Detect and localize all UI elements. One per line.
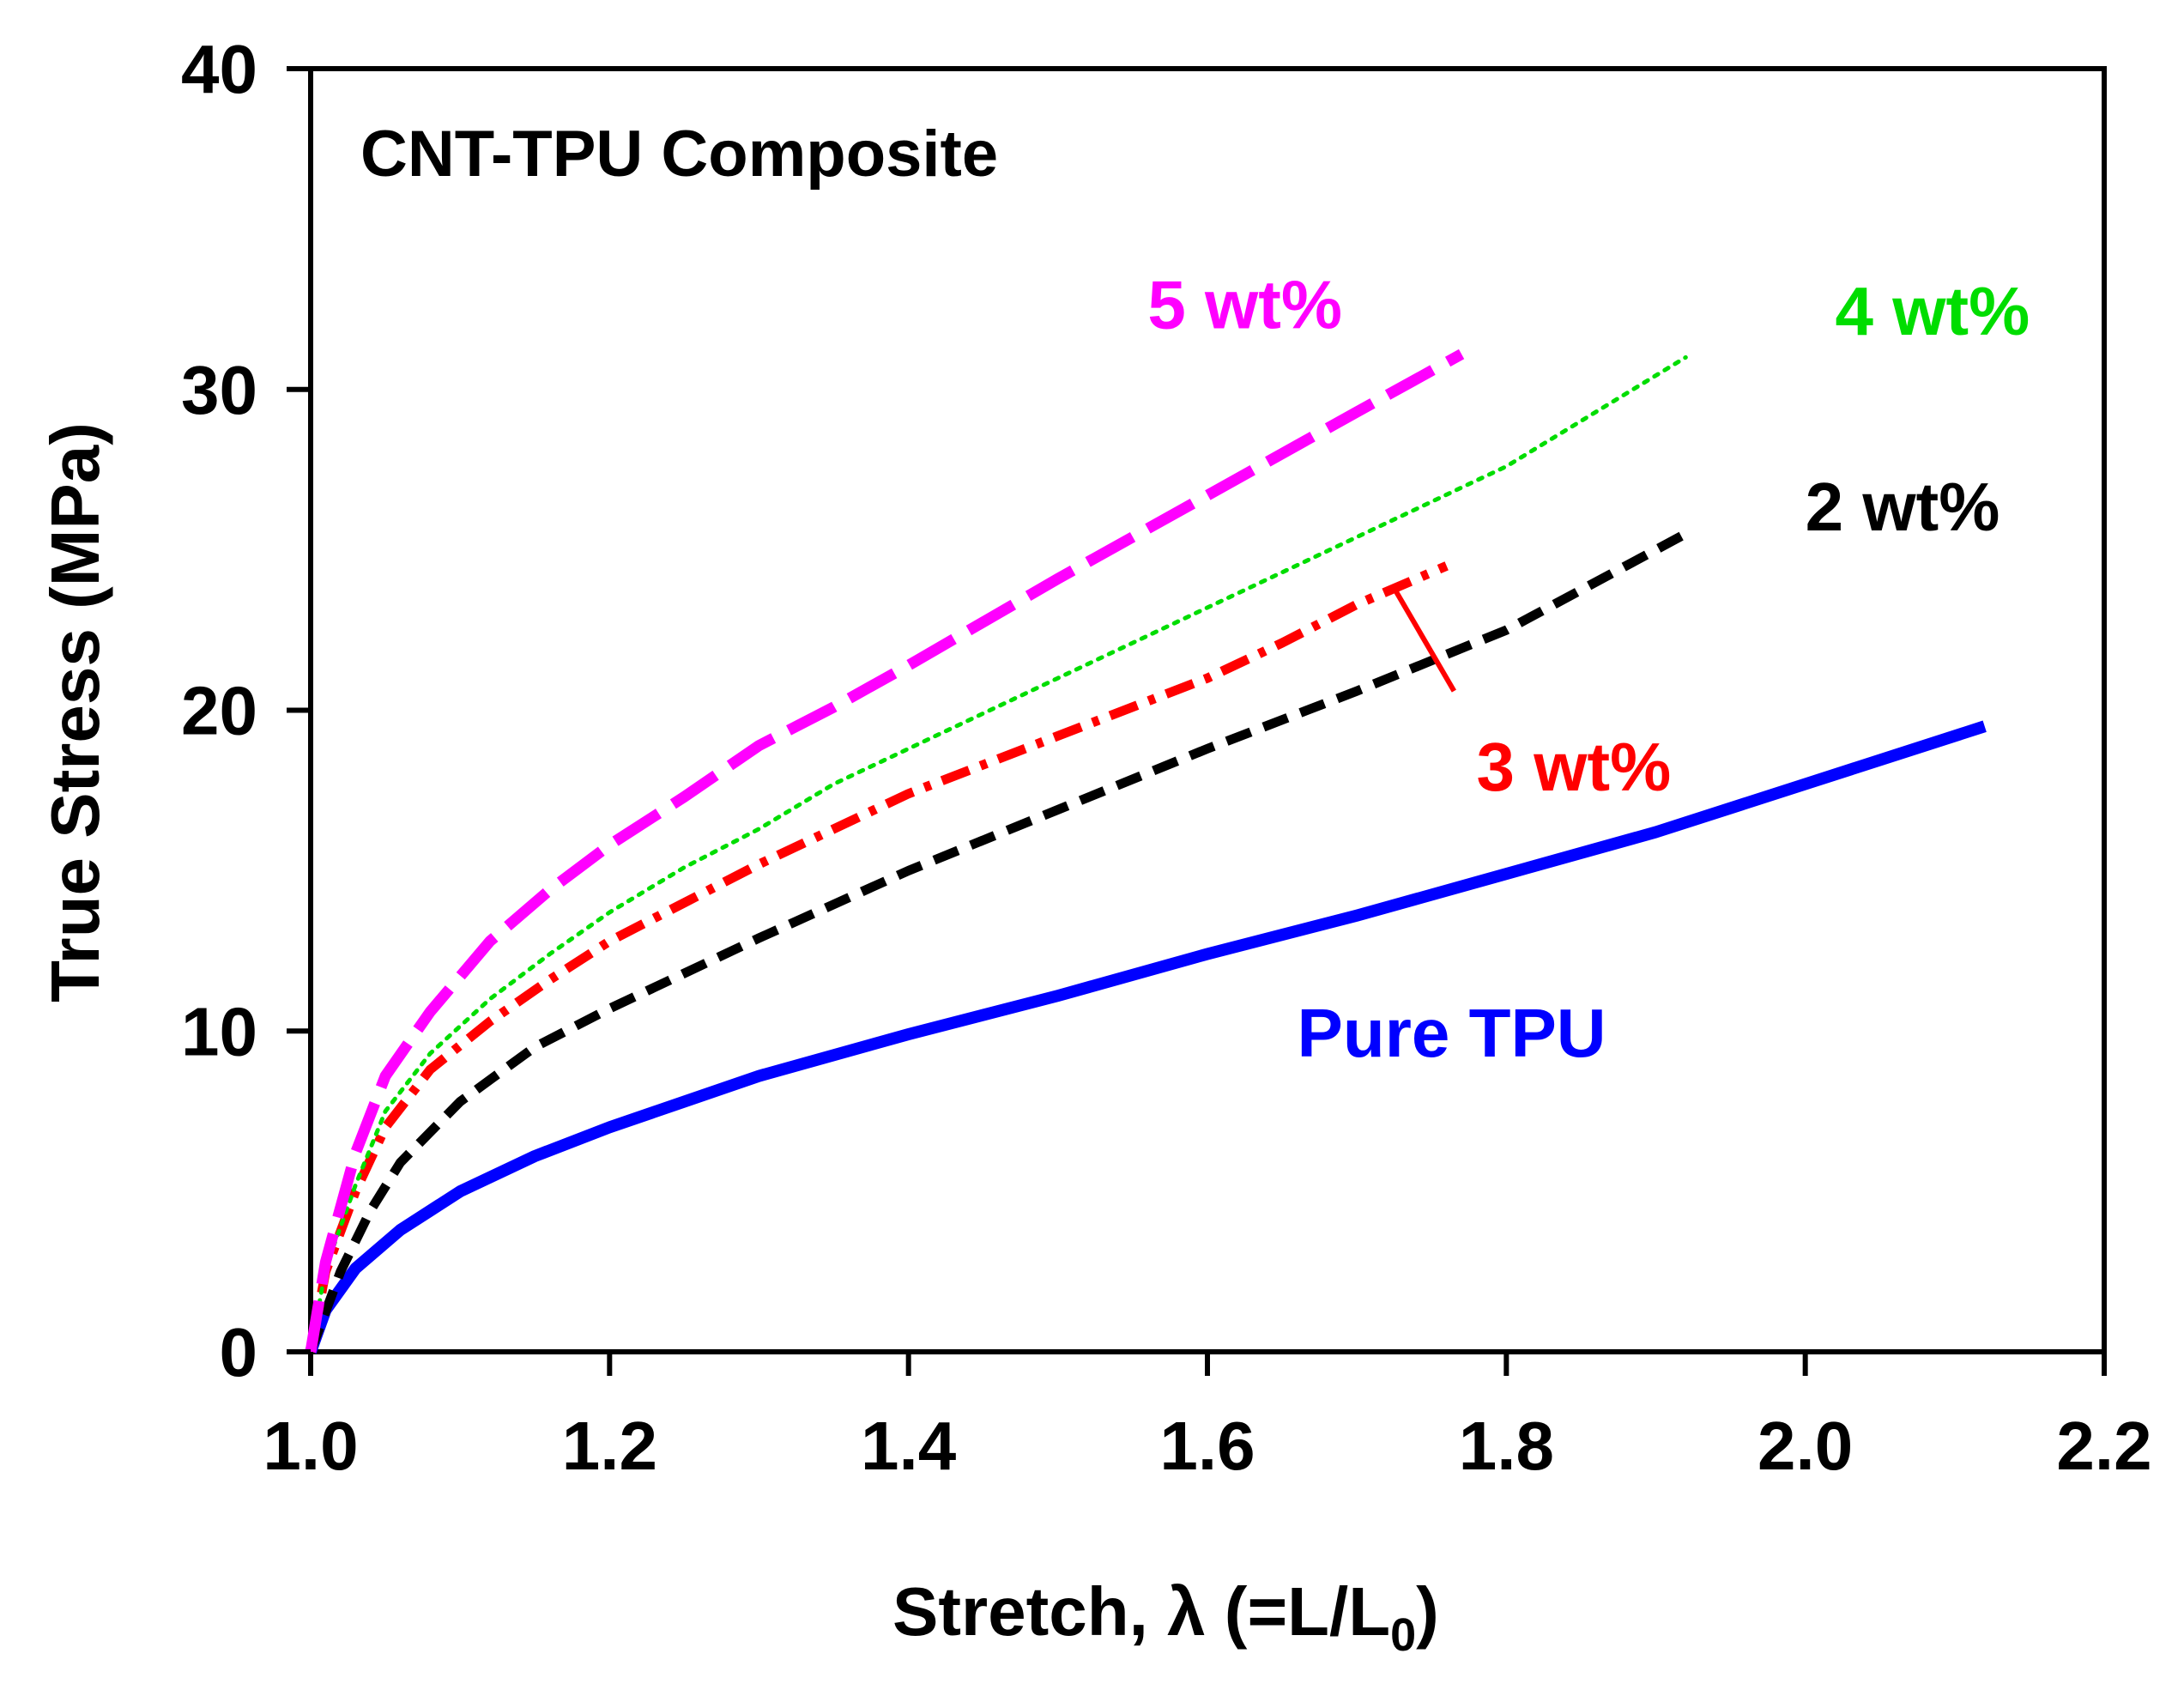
x-axis-label: Stretch, λ (=L/L0) [892,1573,1439,1661]
series-label-4-wt: 4 wt% [1836,273,2030,349]
series-label-5-wt: 5 wt% [1147,267,1342,343]
x-tick-label: 1.0 [263,1408,358,1484]
pointer-line-3-wt [1392,586,1456,693]
series-labels: Pure TPU 2 wt% 3 wt% 4 wt% 5 wt% [1147,267,2030,1071]
series-label-3-wt: 3 wt% [1477,729,1672,805]
series-line-pure-tpu [305,720,1987,1354]
x-tick-label: 1.8 [1459,1408,1554,1484]
series-label-2-wt: 2 wt% [1806,469,2000,545]
y-ticks: 0 10 20 30 40 [181,31,311,1390]
series-label-pure-tpu: Pure TPU [1298,995,1606,1071]
series-line-5-wt [305,348,1465,1354]
y-tick-label: 40 [181,31,257,107]
x-tick-label: 1.4 [861,1408,957,1484]
series-layer [305,348,1987,1354]
y-axis-label: True Stress (MPa) [37,422,113,1002]
x-ticks: 1.0 1.2 1.4 1.6 1.8 2.0 2.2 [263,1352,2152,1484]
y-tick-label: 10 [181,993,257,1069]
x-axis-label-close: ) [1416,1573,1439,1650]
x-tick-label: 2.2 [2056,1408,2151,1484]
y-tick-label: 0 [220,1314,258,1390]
plot-frame [308,66,2107,1354]
x-tick-label: 2.0 [1757,1408,1853,1484]
y-tick-label: 20 [181,673,257,749]
series-line-3-wt [306,561,1449,1354]
x-tick-label: 1.6 [1159,1408,1255,1484]
chart-title: CNT-TPU Composite [360,118,998,191]
x-axis-label-main: Stretch, λ (=L/L [892,1573,1390,1650]
series-line-4-wt [308,354,1688,1354]
x-tick-label: 1.2 [562,1408,657,1484]
x-axis-label-subscript: 0 [1390,1609,1416,1661]
series-line-2-wt [306,530,1688,1354]
y-tick-label: 30 [181,352,257,428]
